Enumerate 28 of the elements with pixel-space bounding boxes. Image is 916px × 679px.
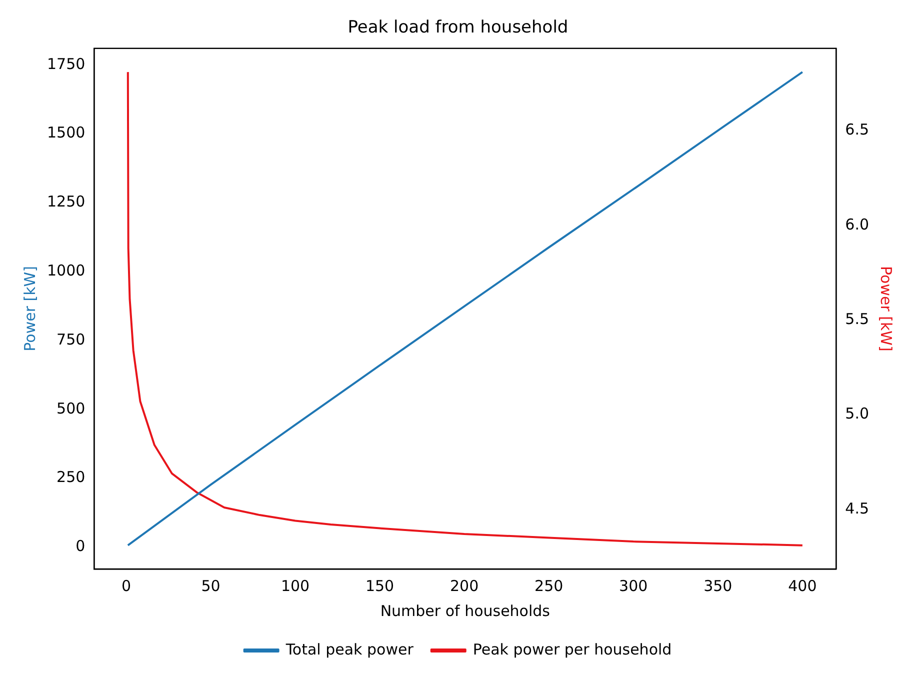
y-tick-label: 500 [56,399,86,418]
legend-label: Peak power per household [472,640,672,658]
x-tick-label: 300 [619,576,648,595]
y-tick-label: 1500 [46,124,86,142]
x-tick-label: 150 [365,576,394,595]
y-tick-label: 0 [76,537,86,556]
y2-axis-title: Power [kW] [877,266,896,352]
y2-tick-label: 5.0 [845,404,870,423]
legend-label: Total peak power [284,640,414,658]
x-tick-label: 400 [788,576,817,595]
chart-title: Peak load from household [348,18,568,38]
y-tick-label: 250 [56,468,86,486]
x-tick-label: 200 [450,576,479,595]
x-tick-label: 350 [704,576,732,595]
x-tick-label: 50 [201,576,220,595]
y-tick-label: 1000 [46,262,86,280]
y2-tick-label: 6.0 [845,215,870,234]
y-tick-label: 1750 [46,54,86,73]
y-tick-label: 750 [56,330,86,348]
x-tick-label: 250 [534,576,564,595]
x-tick-label: 100 [280,576,310,595]
x-tick-label: 0 [121,576,131,595]
y-tick-label: 1250 [46,192,86,211]
y2-tick-label: 6.5 [845,120,870,139]
y2-tick-label: 5.5 [845,310,870,328]
x-axis-title: Number of households [380,602,550,620]
y-axis-title: Power [kW] [20,266,39,352]
y2-tick-label: 4.5 [845,499,870,518]
